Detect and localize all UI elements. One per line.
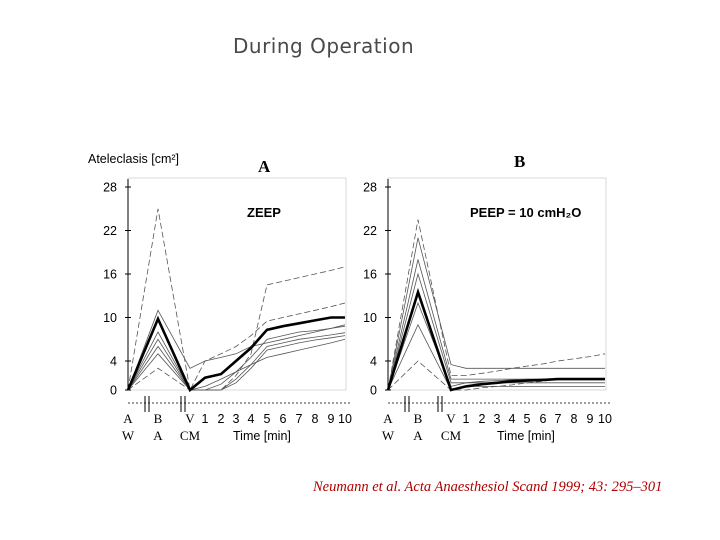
panel-b-x-tick-3: 3 (494, 412, 501, 426)
panel-b-individual-line-1 (387, 237, 605, 391)
panel-b-y-tick-22: 22 (363, 224, 377, 238)
panel-a-individual-line-2 (127, 325, 346, 391)
panel-a-x-tick-V: V (185, 411, 195, 426)
panel-b-y-tick-16: 16 (363, 268, 377, 282)
panel-a-x-tick-A: A (123, 411, 133, 426)
panel-b-y-tick-0: 0 (370, 384, 377, 398)
panel-a-y-tick-4: 4 (110, 355, 117, 369)
panel-b-x-tick-sub-a: A (413, 428, 423, 443)
panel-b-individual-line-6 (387, 360, 605, 391)
panel-b-x-tick-sub-w: W (382, 428, 395, 443)
panel-b-mean-line (386, 287, 605, 392)
panel-b-individual-line-0 (387, 219, 606, 391)
panel-b-y-tick-10: 10 (363, 311, 377, 325)
panel-b-x-tick-9: 9 (587, 412, 594, 426)
panel-b-x-tick-B: B (414, 411, 423, 426)
panel-a-x-tick-4: 4 (248, 412, 255, 426)
panel-b-individual-line-2 (387, 259, 605, 391)
panel-a-annotation: ZEEP (247, 205, 281, 220)
panel-b-individual-line-3 (387, 272, 605, 391)
panel-b-x-tick-6: 6 (540, 412, 547, 426)
panel-a-x-tick-8: 8 (312, 412, 319, 426)
panel-a-y-tick-10: 10 (103, 311, 117, 325)
panel-a-x-tick-B: B (154, 411, 163, 426)
panel-b-annotation: PEEP = 10 cmH₂O (470, 205, 581, 220)
panel-a-x-tick-1: 1 (202, 412, 209, 426)
panel-b-y-tick-28: 28 (363, 181, 377, 195)
panel-a-individual-line-0 (127, 208, 346, 392)
panel-b-x-tick-2: 2 (479, 412, 486, 426)
panel-a-x-tick-5: 5 (264, 412, 271, 426)
y-axis-label: Ateleclasis [cm²] (88, 152, 179, 166)
panel-a-mean-line (126, 315, 345, 393)
panel-a-label: A (258, 157, 271, 176)
panel-b-label: B (514, 152, 525, 171)
panel-a-x-tick-7: 7 (296, 412, 303, 426)
panel-b-x-tick-8: 8 (571, 412, 578, 426)
panel-b-x-tick-V: V (446, 411, 456, 426)
panel-a-y-tick-0: 0 (110, 384, 117, 398)
panel-b-x-tick-4: 4 (509, 412, 516, 426)
panel-a-x-tick-6: 6 (280, 412, 287, 426)
citation: Neumann et al. Acta Anaesthesiol Scand 1… (313, 479, 663, 495)
panel-a-x-tick-sub-w: W (122, 428, 135, 443)
slide-title: During Operation (233, 34, 415, 58)
panel-a-x-tick-sub-cm: CM (180, 428, 201, 443)
panel-b-x-tick-1: 1 (463, 412, 470, 426)
panel-a-x-tick-3: 3 (233, 412, 240, 426)
panel-a-x-tick-10: 10 (338, 412, 352, 426)
panel-b-individual-line-4 (387, 301, 605, 391)
panel-a-y-tick-16: 16 (103, 268, 117, 282)
panel-a-xlabel: Time [min] (233, 429, 291, 443)
panel-b-x-tick-A: A (383, 411, 393, 426)
panel-a-y-tick-28: 28 (103, 181, 117, 195)
panel-a-frame (127, 177, 347, 391)
panel-a-x-tick-sub-a: A (153, 428, 163, 443)
panel-b-x-tick-5: 5 (524, 412, 531, 426)
panel-a-x-tick-2: 2 (218, 412, 225, 426)
panel-b-xlabel: Time [min] (497, 429, 555, 443)
panel-b-x-tick-sub-cm: CM (441, 428, 462, 443)
panel-b-x-tick-7: 7 (555, 412, 562, 426)
panel-a-x-tick-9: 9 (328, 412, 335, 426)
panel-b-y-tick-4: 4 (370, 355, 377, 369)
panel-b-x-tick-10: 10 (598, 412, 612, 426)
panel-a-y-tick-22: 22 (103, 224, 117, 238)
